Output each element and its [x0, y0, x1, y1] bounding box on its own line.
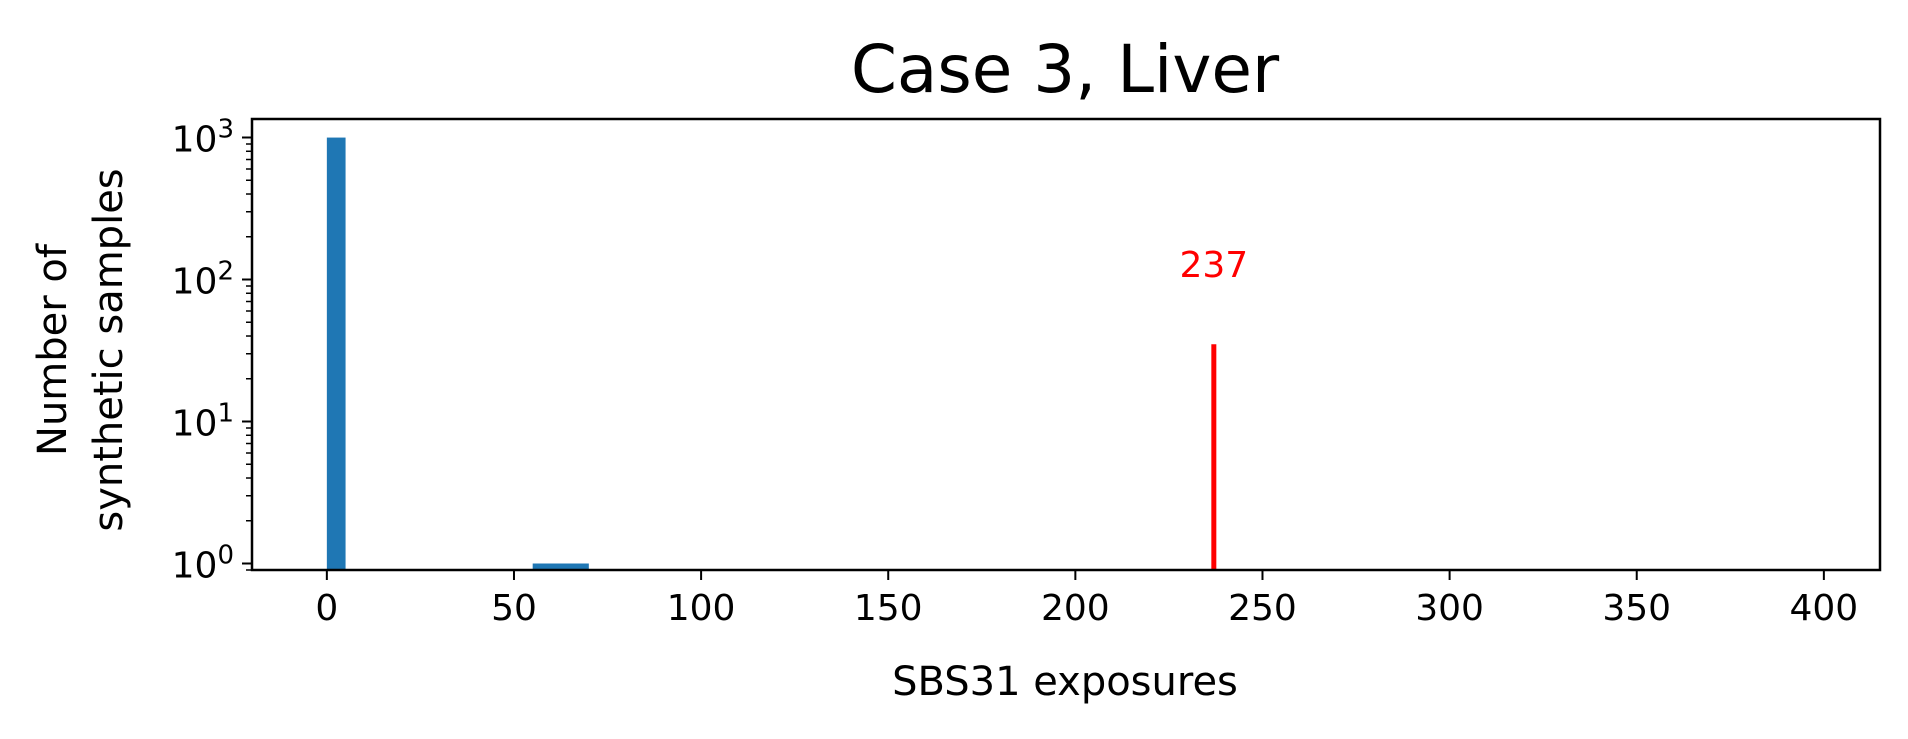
- y-axis-label-line-2: synthetic samples: [86, 168, 132, 531]
- x-tick-label-350: 350: [1602, 588, 1671, 629]
- x-tick-label-0: 0: [315, 588, 338, 629]
- histogram-bar-0: [326, 137, 346, 570]
- x-tick-label-400: 400: [1790, 588, 1859, 629]
- x-tick-label-250: 250: [1228, 588, 1297, 629]
- y-axis-label-line-1: Number of: [30, 243, 76, 456]
- y-tick-label-1: 101: [172, 399, 234, 445]
- y-axis-label: Number of synthetic samples: [30, 168, 132, 531]
- x-tick-label-150: 150: [854, 588, 923, 629]
- observed-marker-label: 237: [1179, 245, 1248, 286]
- x-tick-label-200: 200: [1041, 588, 1110, 629]
- y-tick-label-0: 100: [172, 541, 234, 587]
- axes-frame: [250, 117, 1882, 572]
- histogram-bar-1: [532, 563, 589, 570]
- x-axis-label: SBS31 exposures: [892, 659, 1238, 705]
- plot-area: 237 0 50 100 150 200 250 300 350 400 100 101 102 103: [172, 115, 1882, 629]
- y-tick-label-3: 103: [172, 115, 234, 161]
- x-tick-label-50: 50: [491, 588, 537, 629]
- chart-title: Case 3, Liver: [851, 31, 1280, 108]
- x-tick-label-300: 300: [1415, 588, 1484, 629]
- y-tick-label-2: 102: [172, 257, 234, 303]
- x-tick-label-100: 100: [667, 588, 736, 629]
